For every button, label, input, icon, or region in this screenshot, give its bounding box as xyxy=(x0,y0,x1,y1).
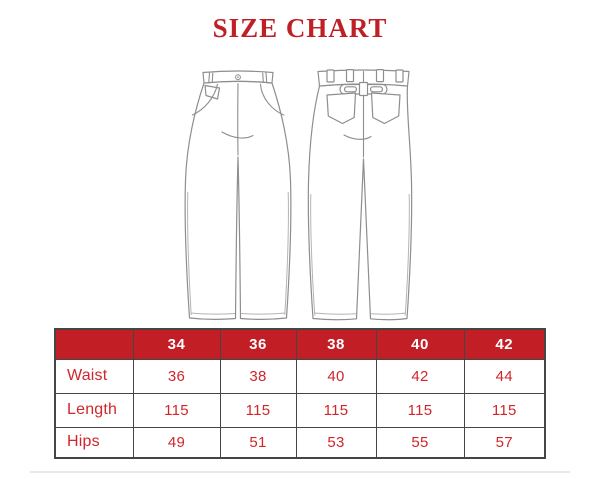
corner-cell xyxy=(54,328,134,360)
size-header-row: 34 36 38 40 42 xyxy=(54,328,546,360)
size-header-cell: 36 xyxy=(219,328,297,360)
side-seam-right xyxy=(404,193,410,316)
table-row-hips: Hips 49 51 53 55 57 xyxy=(54,426,546,459)
page-title: SIZE CHART xyxy=(212,13,388,43)
back-belt-loop xyxy=(375,68,385,83)
bottom-divider xyxy=(30,471,570,473)
pants-back-illustration xyxy=(307,68,413,321)
back-belt-loop xyxy=(395,69,404,83)
back-pocket-left xyxy=(326,92,357,125)
wrinkle-line xyxy=(343,134,372,140)
belt-strap-slot xyxy=(343,86,358,93)
table-cell: 53 xyxy=(295,426,377,459)
belt-buckle xyxy=(358,81,369,97)
size-header-cell: 34 xyxy=(132,328,221,360)
hem-stitch-right xyxy=(370,312,406,315)
table-cell: 40 xyxy=(295,358,377,394)
front-pocket-left xyxy=(191,83,219,116)
belt-loop-left xyxy=(208,72,214,83)
wrinkle-line xyxy=(221,131,254,139)
table-row-waist: Waist 36 38 40 42 44 xyxy=(54,358,546,394)
size-header-cell: 40 xyxy=(375,328,465,360)
pants-front-illustration xyxy=(184,70,292,320)
back-belt-loop xyxy=(345,68,355,83)
table-cell: 115 xyxy=(219,392,297,428)
table-cell: 49 xyxy=(132,426,221,459)
front-pocket-right xyxy=(259,83,285,116)
table-cell: 44 xyxy=(463,358,546,394)
side-seam-right xyxy=(284,191,289,316)
hem-stitch-left xyxy=(314,312,357,315)
belt-loop-right xyxy=(262,72,268,83)
table-cell: 42 xyxy=(375,358,465,394)
table-cell: 38 xyxy=(219,358,297,394)
table-cell: 55 xyxy=(375,426,465,459)
row-label-hips: Hips xyxy=(54,426,134,459)
pants-back-body xyxy=(307,83,413,321)
table-cell: 51 xyxy=(219,426,297,459)
back-pocket-right xyxy=(370,92,401,125)
table-row-length: Length 115 115 115 115 115 xyxy=(54,392,546,428)
table-cell: 115 xyxy=(132,392,221,428)
row-label-waist: Waist xyxy=(54,358,134,394)
side-seam-left xyxy=(310,193,316,316)
waist-button xyxy=(235,74,241,81)
hem-stitch-left xyxy=(190,312,236,315)
table-cell: 115 xyxy=(295,392,377,428)
row-label-length: Length xyxy=(54,392,134,428)
size-header-cell: 42 xyxy=(463,328,546,360)
table-cell: 115 xyxy=(375,392,465,428)
side-seam-left xyxy=(187,191,192,316)
hem-stitch-right xyxy=(240,312,286,315)
table-cell: 115 xyxy=(463,392,546,428)
size-chart-table: 34 36 38 40 42 Waist 36 38 40 42 44 Leng… xyxy=(54,328,546,459)
pants-front-body xyxy=(184,80,292,320)
table-cell: 36 xyxy=(132,358,221,394)
back-belt-loop xyxy=(326,69,335,83)
table-cell: 57 xyxy=(463,426,546,459)
size-header-cell: 38 xyxy=(295,328,377,360)
belt-strap-slot xyxy=(369,86,384,93)
